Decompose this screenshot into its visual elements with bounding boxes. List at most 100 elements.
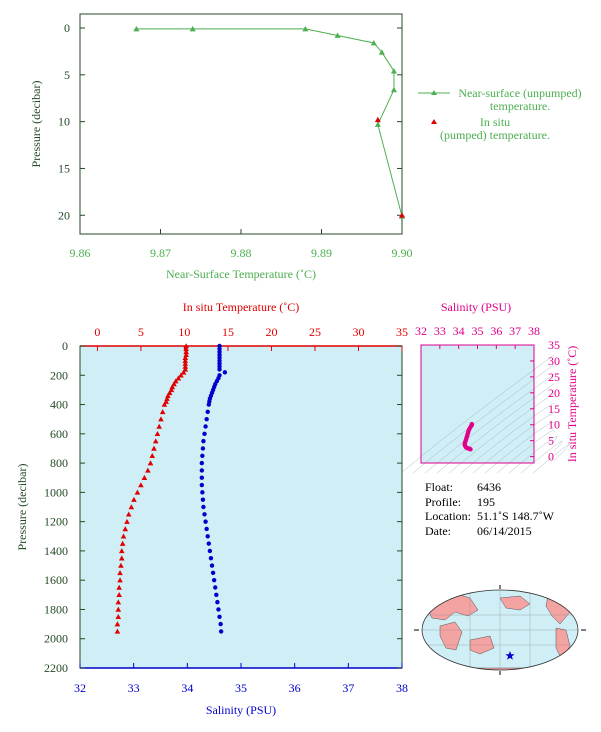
salinity-data-point [201,504,206,510]
temperature-tick-label: 30 [352,325,364,339]
top-x-tick-label: 9.89 [311,246,332,260]
density-contour [436,383,555,474]
near-surface-chart: 9.86 9.87 9.88 9.89 9.90 0 5 10 15 20 Near-Surfa… [29,13,582,281]
top-y-tick-label: 15 [58,161,70,175]
data-point-near-surface [189,25,196,32]
ts-y-tick-label: 15 [548,402,560,416]
temperature-data-point [118,548,125,554]
ts-y-tick-label: 35 [548,338,560,352]
temperature-data-point [124,518,130,524]
temperature-data-point [117,570,123,576]
ts-y-tick-label: 25 [548,370,560,384]
temperature-tick-label: 5 [138,325,144,339]
salinity-data-point [208,556,214,561]
float-location-star-icon [505,651,515,660]
location-value: 51.1˚S 148.7˚W [477,509,554,523]
temperature-data-point [183,351,189,358]
top-x-axis-label: Near-Surface Temperature (˚C) [166,267,316,281]
top-y-tick-label: 20 [58,208,70,222]
data-point-near-surface [133,25,140,32]
ts-y-axis-label: In situ Temperature (˚C) [565,346,579,463]
salinity-data-point [217,367,222,372]
ts-x-tick-label: 34 [453,324,465,338]
profile-plot-frame [79,345,403,669]
density-contour [496,430,555,474]
float-label: Float: [425,480,454,494]
salinity-data-point [206,402,211,407]
salinity-data-point [215,599,220,605]
temperature-data-point [182,363,189,369]
data-point-in-situ [374,116,381,123]
ts-y-tick-label: 10 [548,418,560,432]
salinity-data-point [203,424,208,429]
temperature-data-point [183,349,189,355]
salinity-data-point [199,482,205,488]
float-row: Float: 6436 [425,480,554,495]
temperature-data-point [115,599,122,605]
temperature-data-point [169,384,176,390]
temperature-data-point [122,526,129,532]
ts-x-tick-label: 37 [509,324,521,338]
profile-y-tick-label: 0 [62,339,68,353]
ts-y-tick-label: 30 [548,354,560,368]
density-contour [448,393,555,474]
salinity-data-point [200,446,206,451]
density-contour [520,440,563,474]
data-point-near-surface [370,39,377,46]
temperature-data-point [118,555,125,561]
temperature-data-point [118,562,124,568]
density-contour [508,436,558,474]
profile-y-tick-label: 1800 [44,602,68,616]
top-y-axis-label: Pressure (decibar) [29,81,43,168]
salinity-data-point [201,438,206,444]
salinity-tick-label: 38 [396,681,408,695]
ts-y-tick-label: 20 [548,386,560,400]
data-point-near-surface [374,121,381,127]
profile-chart: 0 5 10 15 20 25 30 35 32 33 34 35 36 37 38 0 200 400 600… [15,300,408,717]
date-label: Date: [425,523,451,538]
temperature-data-point [117,577,123,583]
temperature-data-point [159,409,166,415]
top-x-tick-label: 9.87 [150,246,171,260]
location-map [414,585,586,675]
ts-diagram: 32 33 34 35 36 37 38 0 5 10 15 20 25 30 35 Salinity (… [400,300,579,474]
salinity-data-point [217,614,222,619]
legend-label-in-situ: In situ (pumped) temperature. [440,115,550,142]
profile-y-tick-label: 200 [50,368,68,382]
temperature-data-point [161,401,168,407]
ts-x-tick-label: 32 [415,324,427,338]
profile-y-tick-label: 1600 [44,573,68,587]
temperature-data-point [115,613,122,620]
temperature-data-point [141,474,148,480]
temperature-data-point [149,452,156,459]
top-x-tick-label: 9.88 [231,246,252,260]
density-contour [412,364,555,474]
salinity-data-point [200,497,206,502]
temperature-tick-label: 0 [94,325,100,339]
temperature-data-point [114,621,121,627]
salinity-data-point [200,490,205,495]
location-label: Location: [425,509,471,523]
date-row: Date: 06/14/2015 [425,524,554,539]
data-point-near-surface [390,68,397,74]
ts-y-tick-label: 0 [548,450,554,464]
temperature-tick-label: 25 [309,325,321,339]
data-point-near-surface [378,49,385,55]
salinity-data-point [202,431,207,437]
salinity-data-point [199,475,205,480]
ts-x-tick-label: 35 [472,324,484,338]
profile-row: Profile: 195 [425,495,554,510]
salinity-tick-label: 32 [74,681,86,695]
temperature-data-point [182,354,189,360]
salinity-data-point [204,526,209,532]
temperature-data-point [152,438,159,444]
salinity-tick-label: 34 [181,681,193,695]
top-y-tick-label: 0 [64,21,70,35]
temperature-data-point [116,592,122,598]
salinity-data-point [205,534,210,539]
temperature-data-point [131,496,137,502]
temperature-data-point [116,584,122,590]
salinity-data-point [214,592,219,598]
top-x-tick-label: 9.86 [70,246,91,260]
temperature-data-point [183,343,189,349]
